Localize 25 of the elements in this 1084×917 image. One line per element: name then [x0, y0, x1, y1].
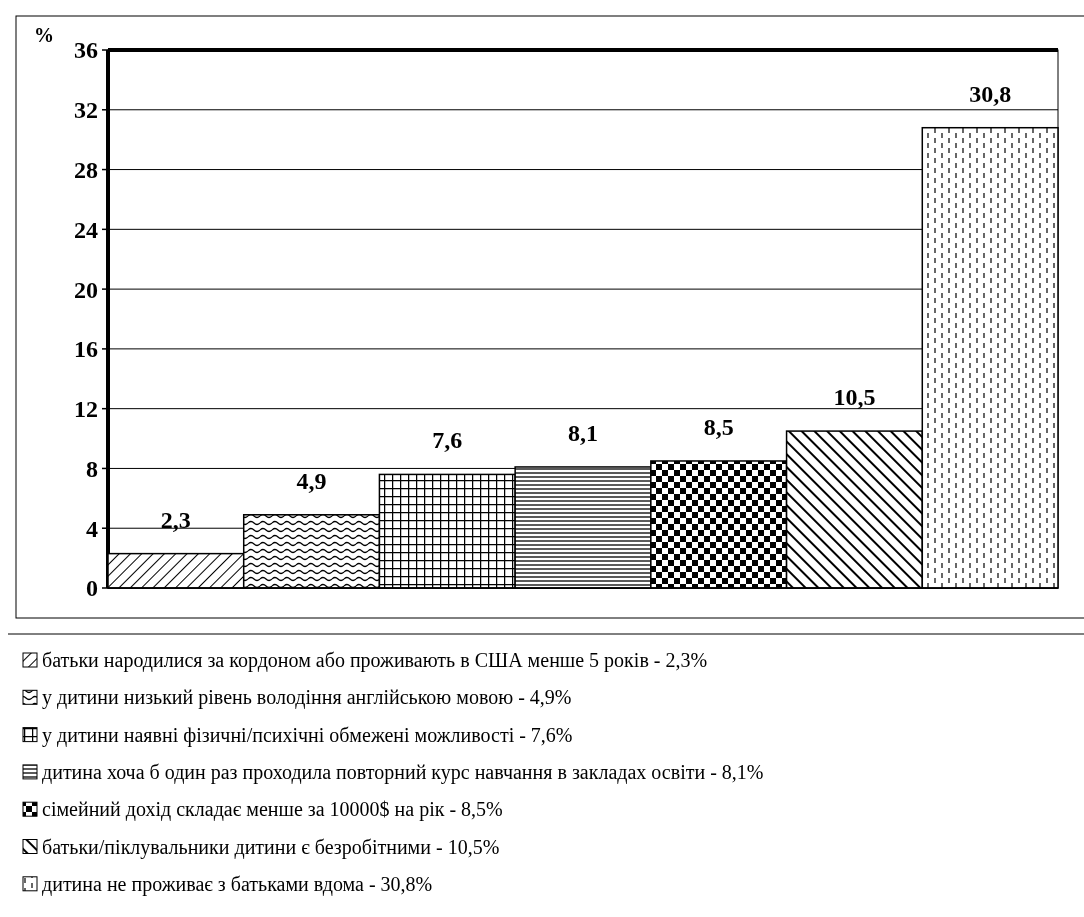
legend-label: у дитини наявні фізичні/психічні обмежені можливості - 7,6%: [42, 723, 573, 747]
legend-label: батьки/піклувальники дитини є безробітними - 10,5%: [42, 835, 500, 859]
data-label: 8,1: [568, 419, 598, 446]
y-tick-label: 20: [74, 276, 98, 303]
y-axis-title: %: [34, 24, 54, 46]
y-tick-label: 24: [74, 216, 98, 243]
data-label: 2,3: [160, 506, 191, 533]
legend-label: дитина не проживає з батьками вдома - 30,8%: [42, 872, 433, 896]
data-label: 7,6: [432, 427, 463, 454]
y-tick-label: 36: [74, 37, 98, 64]
data-label: 10,5: [833, 384, 876, 411]
legend-label: батьки народилися за кордоном або проживають в США менше 5 років - 2,3%: [42, 649, 708, 672]
data-label: 8,5: [703, 413, 734, 440]
y-tick-label: 16: [74, 336, 98, 363]
y-tick-label: 28: [74, 156, 98, 183]
y-tick-label: 4: [86, 515, 98, 542]
y-tick-label: 12: [74, 396, 98, 423]
data-label: 4,9: [296, 467, 327, 494]
legend-label: сімейний дохід складає менше за 10000$ на рік - 8,5%: [42, 798, 503, 822]
y-tick-label: 0: [86, 575, 98, 602]
legend-label: дитина хоча б один раз проходила повторний курс навчання в закладах освіти - 8,1%: [42, 760, 764, 784]
data-label: 30,8: [969, 80, 1012, 107]
y-tick-label: 32: [74, 97, 98, 124]
legend-label: у дитини низький рівень володіння англійською мовою - 4,9%: [42, 686, 572, 710]
y-tick-label: 8: [86, 455, 98, 482]
